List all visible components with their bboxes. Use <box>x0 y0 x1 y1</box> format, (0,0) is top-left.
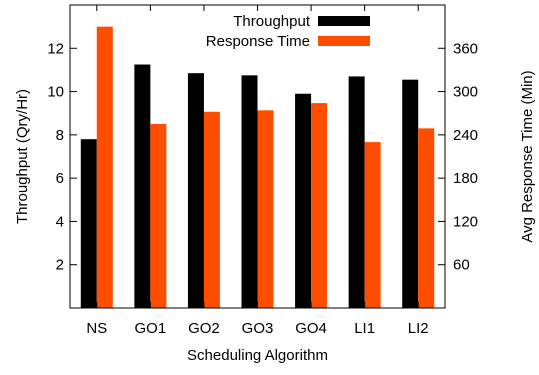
response-time-bar-go1 <box>150 124 167 309</box>
x-tick-label-li2: LI2 <box>408 320 429 337</box>
y2-tick-label: 300 <box>453 84 478 101</box>
response-time-bar-li2 <box>418 128 435 308</box>
plot-frame <box>69 4 446 309</box>
throughput-bar-go3 <box>241 75 258 308</box>
y-tick-label: 2 <box>56 257 64 274</box>
y-tick-label: 8 <box>56 127 64 144</box>
x-tick-label-go2: GO2 <box>188 320 220 337</box>
y-tick-label: 6 <box>56 170 64 187</box>
x-tick-label-go1: GO1 <box>135 320 167 337</box>
throughput-bar-go4 <box>295 93 312 308</box>
response-time-bar-go2 <box>203 111 220 309</box>
y2-tick-label: 180 <box>453 170 478 187</box>
y-tick-label: 4 <box>56 213 64 230</box>
x-tick-label-go4: GO4 <box>295 320 327 337</box>
response-time-bar-li1 <box>364 142 381 308</box>
response-time-bar-go3 <box>257 110 274 308</box>
legend-label-throughput: Throughput <box>233 13 311 30</box>
legend-swatch-response-time <box>318 36 370 46</box>
y-tick-label: 10 <box>47 84 64 101</box>
throughput-bar-li2 <box>402 79 419 309</box>
legend-swatch-throughput <box>318 16 370 26</box>
throughput-bar-li1 <box>348 76 365 309</box>
legend-label-response-time: Response Time <box>206 33 310 50</box>
x-tick-label-go3: GO3 <box>242 320 274 337</box>
throughput-bar-go1 <box>134 64 151 309</box>
y2-tick-label: 360 <box>453 40 478 57</box>
response-time-bar-ns <box>96 26 113 309</box>
throughput-bar-go2 <box>187 73 204 308</box>
x-axis-label: Scheduling Algorithm <box>187 347 328 364</box>
throughput-bar-ns <box>80 139 97 308</box>
x-tick-label-li1: LI1 <box>354 320 375 337</box>
x-tick-label-ns: NS <box>86 320 107 337</box>
response-time-bar-go4 <box>311 103 328 308</box>
y-axis-label: Throughput (Qry/Hr) <box>14 89 31 224</box>
y-tick-label: 12 <box>47 40 64 57</box>
y2-axis-label: Avg Response Time (Min) <box>519 70 536 242</box>
y2-tick-label: 120 <box>453 213 478 230</box>
y2-tick-label: 240 <box>453 127 478 144</box>
y2-tick-label: 60 <box>453 257 470 274</box>
